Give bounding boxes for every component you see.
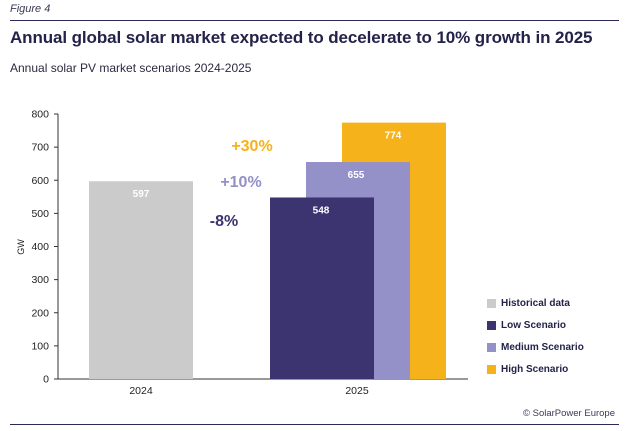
y-tick-label: 800 [31,109,49,121]
growth-annotation: +30% [231,138,272,155]
chart-legend: Historical data Low Scenario Medium Scenar… [487,292,584,380]
y-tick-label: 300 [31,274,49,286]
legend-item: Medium Scenario [487,336,584,358]
legend-swatch [487,298,496,308]
chart-title: Annual global solar market expected to d… [10,28,593,47]
legend-label: Medium Scenario [501,341,584,353]
legend-item: High Scenario [487,358,584,380]
figure-label: Figure 4 [10,3,51,15]
top-divider [10,20,619,21]
legend-label: Historical data [501,297,570,309]
y-tick-label: 700 [31,142,49,154]
y-tick-label: 100 [31,340,49,352]
y-tick-label: 0 [43,374,49,386]
y-tick-label: 400 [31,241,49,253]
growth-annotation: -8% [210,213,238,230]
bar-value-label: 597 [133,189,150,200]
y-tick-label: 500 [31,208,49,220]
legend-item: Low Scenario [487,314,584,336]
bar-low-scenario [270,197,374,379]
legend-swatch [487,320,496,330]
growth-annotation: +10% [220,174,261,191]
source-credit: © SolarPower Europe [522,408,615,419]
y-tick-label: 200 [31,307,49,319]
legend-swatch [487,364,496,374]
x-tick-label: 2025 [345,385,369,397]
legend-item: Historical data [487,292,584,314]
y-axis-label: GW [16,239,26,255]
legend-swatch [487,342,496,352]
bar-historical-data [89,181,193,379]
bar-value-label: 774 [385,131,402,142]
x-tick-label: 2024 [129,385,153,397]
legend-label: Low Scenario [501,319,567,331]
bar-value-label: 655 [348,170,365,181]
y-tick-label: 600 [31,175,49,187]
legend-label: High Scenario [501,363,569,375]
chart-subtitle: Annual solar PV market scenarios 2024-20… [10,61,252,75]
bottom-divider [10,424,619,425]
bar-value-label: 548 [313,205,330,216]
